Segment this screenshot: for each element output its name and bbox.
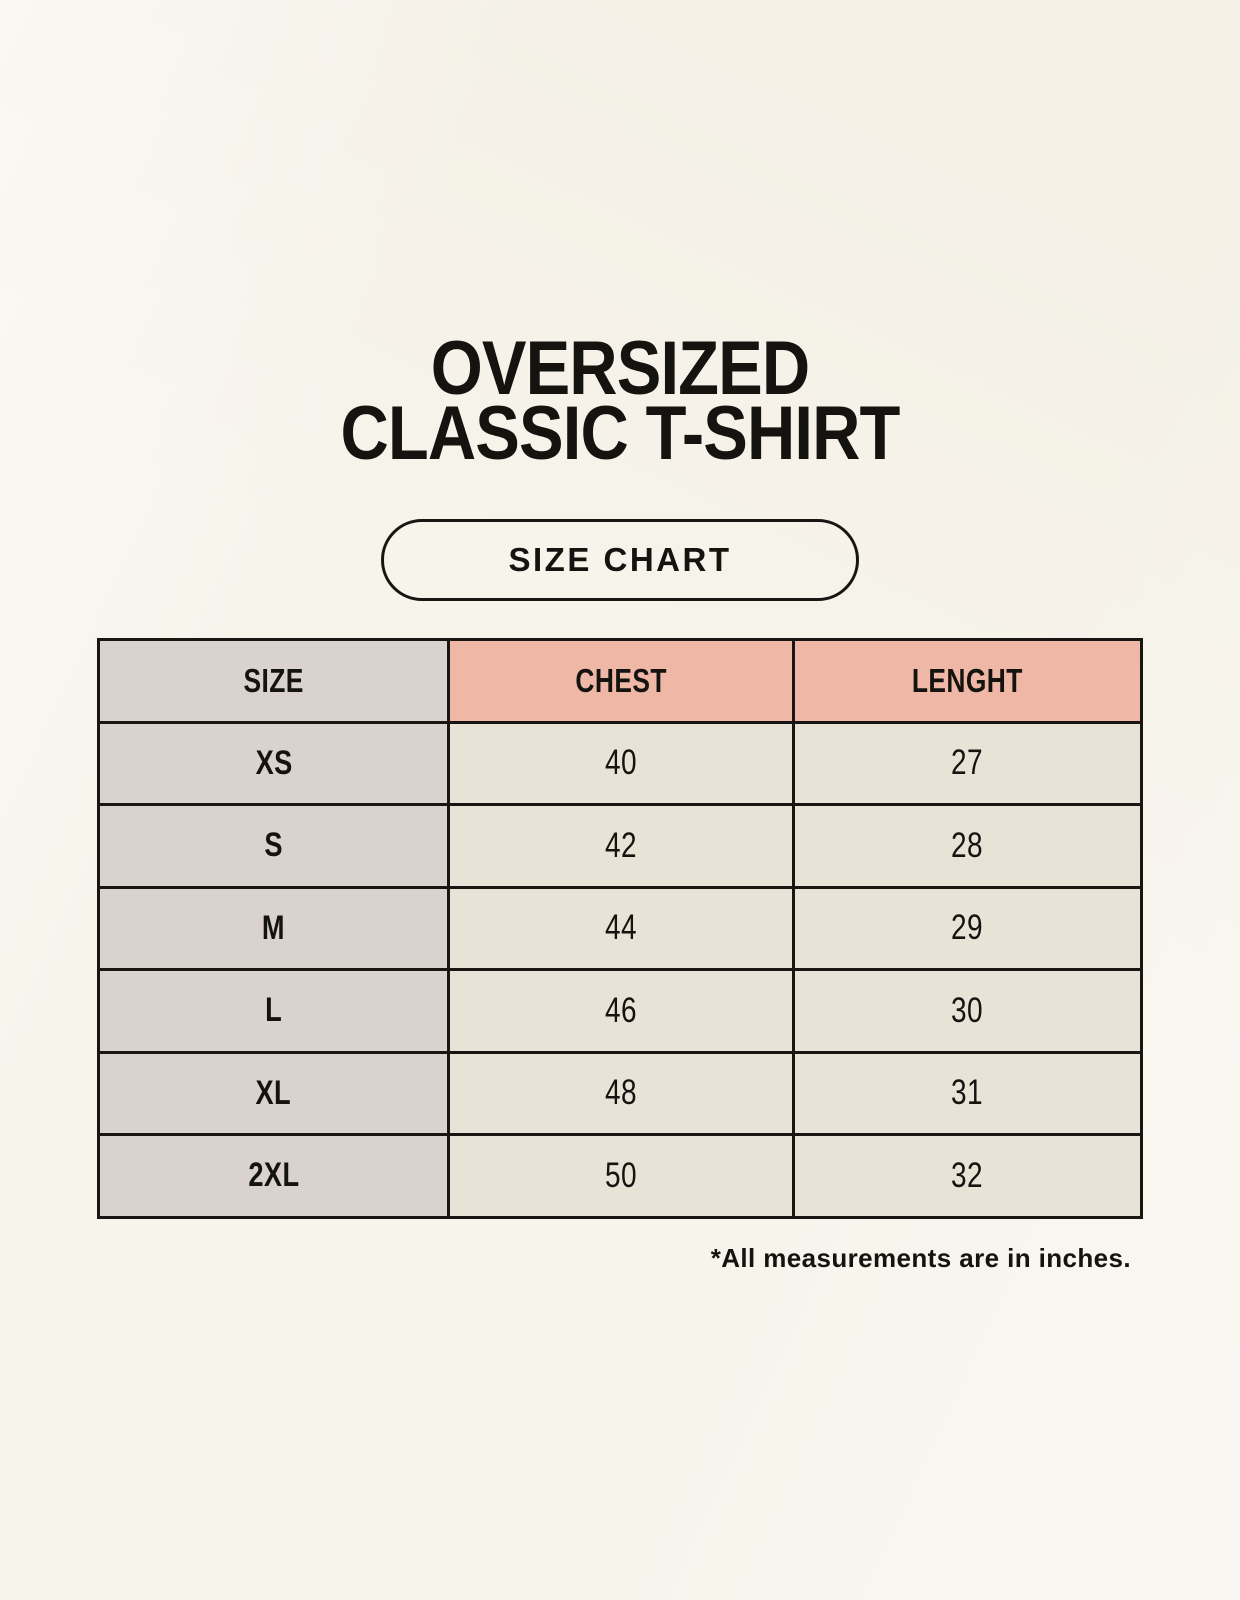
- size-chart-badge-label: SIZE CHART: [508, 541, 732, 578]
- chest-value: 42: [605, 825, 638, 865]
- size-value: XS: [255, 743, 293, 782]
- size-value: 2XL: [248, 1156, 300, 1195]
- table-row: L 46 30: [96, 968, 1144, 1054]
- table-row: XS 40 27: [96, 720, 1144, 806]
- col-header-chest: CHEST: [447, 638, 795, 724]
- length-value: 27: [951, 743, 984, 783]
- chest-cell: 46: [447, 968, 795, 1054]
- page-title: OVERSIZED CLASSIC T-SHIRT: [0, 326, 1240, 476]
- length-cell: 27: [791, 720, 1144, 806]
- length-value: 32: [951, 1155, 984, 1195]
- table-row: 2XL 50 32: [96, 1133, 1144, 1219]
- size-cell: S: [96, 803, 451, 889]
- size-cell: L: [96, 968, 451, 1054]
- size-chart-badge: SIZE CHART: [381, 519, 859, 601]
- chest-value: 44: [605, 908, 638, 948]
- length-value: 28: [951, 825, 984, 865]
- size-value: L: [265, 991, 283, 1030]
- size-value: XL: [255, 1073, 292, 1112]
- col-header-chest-label: CHEST: [575, 661, 667, 699]
- col-header-length-label: LENGHT: [911, 661, 1023, 699]
- length-cell: 31: [791, 1050, 1144, 1136]
- chest-cell: 42: [447, 803, 795, 889]
- length-value: 31: [951, 1073, 984, 1113]
- chest-value: 48: [605, 1073, 638, 1113]
- length-value: 30: [951, 990, 984, 1030]
- length-cell: 30: [791, 968, 1144, 1054]
- table-row: M 44 29: [96, 885, 1144, 971]
- page-title-line-1: OVERSIZED: [430, 326, 810, 411]
- length-cell: 32: [791, 1133, 1144, 1219]
- chest-cell: 40: [447, 720, 795, 806]
- length-value: 29: [951, 908, 984, 948]
- size-cell: XL: [96, 1050, 451, 1136]
- size-value: S: [264, 826, 283, 865]
- chest-value: 46: [605, 990, 638, 1030]
- chest-cell: 44: [447, 885, 795, 971]
- size-value: M: [262, 908, 286, 947]
- table-header-row: SIZE CHEST LENGHT: [96, 638, 1144, 724]
- size-cell: 2XL: [96, 1133, 451, 1219]
- size-cell: XS: [96, 720, 451, 806]
- col-header-size-label: SIZE: [243, 661, 304, 699]
- size-table: SIZE CHEST LENGHT XS 40 27 S 42 28 M 44 …: [96, 638, 1144, 1219]
- size-cell: M: [96, 885, 451, 971]
- measurements-note: *All measurements are in inches.: [710, 1243, 1131, 1273]
- length-cell: 29: [791, 885, 1144, 971]
- col-header-length: LENGHT: [791, 638, 1144, 724]
- chest-value: 50: [605, 1155, 638, 1195]
- chest-cell: 50: [447, 1133, 795, 1219]
- length-cell: 28: [791, 803, 1144, 889]
- col-header-size: SIZE: [96, 638, 451, 724]
- table-row: S 42 28: [96, 803, 1144, 889]
- chest-value: 40: [605, 743, 638, 783]
- page-title-line-2: CLASSIC T-SHIRT: [340, 391, 900, 476]
- table-row: XL 48 31: [96, 1050, 1144, 1136]
- chest-cell: 48: [447, 1050, 795, 1136]
